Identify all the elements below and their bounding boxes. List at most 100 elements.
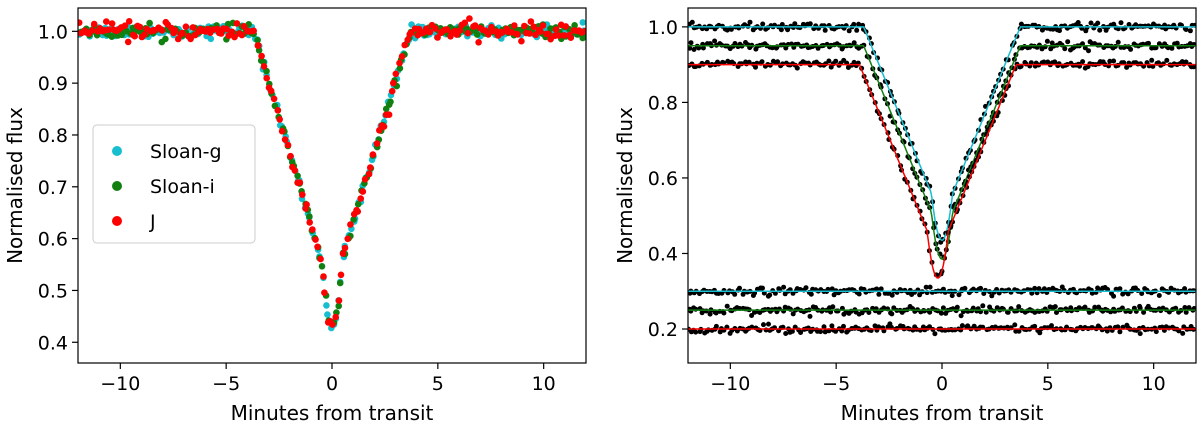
- data-point: [778, 27, 784, 33]
- x-tick-label: 5: [432, 373, 444, 395]
- data-point: [88, 27, 96, 34]
- data-point: [369, 151, 377, 158]
- data-point: [158, 27, 166, 34]
- data-point: [1186, 305, 1192, 311]
- data-point: [521, 22, 528, 30]
- x-tick-label: 0: [936, 373, 948, 395]
- data-point: [189, 24, 197, 31]
- sloan-g-residuals: [688, 284, 1196, 299]
- data-point: [464, 29, 472, 37]
- data-point: [781, 284, 787, 290]
- right-ticks: −10 −5 0 5 10 0.2 0.4 0.6 0.8 1.0: [648, 17, 1166, 395]
- data-point: [980, 303, 986, 309]
- series-j: [78, 15, 586, 328]
- data-point: [803, 285, 809, 291]
- data-point: [775, 59, 781, 65]
- data-point: [365, 170, 373, 178]
- data-point: [876, 291, 882, 297]
- x-tick-label: 10: [532, 373, 556, 395]
- data-point: [238, 31, 246, 39]
- data-point: [532, 31, 539, 39]
- data-point: [728, 26, 734, 32]
- data-point: [274, 107, 282, 114]
- model-line: [688, 26, 1196, 242]
- sloan-i-light-curve: [688, 38, 1196, 261]
- data-point: [387, 98, 394, 106]
- x-tick-label: 0: [326, 373, 338, 395]
- data-point: [747, 19, 753, 25]
- data-point: [1014, 308, 1020, 314]
- data-point: [721, 310, 727, 316]
- data-point: [579, 19, 586, 26]
- data-point: [792, 21, 798, 27]
- data-point: [296, 179, 304, 186]
- data-point: [581, 27, 586, 35]
- data-point: [927, 309, 933, 315]
- data-point: [367, 164, 374, 171]
- data-point: [1146, 40, 1151, 46]
- right-y-axis-label: Normalised flux: [613, 107, 637, 264]
- data-point: [1141, 309, 1147, 315]
- data-point: [392, 70, 400, 78]
- data-point: [932, 331, 938, 337]
- data-point: [1183, 27, 1189, 32]
- data-point: [962, 285, 968, 291]
- data-point: [1183, 309, 1189, 315]
- data-point: [749, 313, 755, 318]
- data-point: [794, 65, 800, 71]
- data-point: [1115, 39, 1121, 45]
- left-y-axis-label: Normalised flux: [3, 107, 27, 264]
- data-point: [518, 37, 525, 45]
- data-point: [700, 45, 706, 51]
- legend-marker-sloan-i: [112, 181, 122, 191]
- data-point: [390, 79, 397, 87]
- data-point: [281, 136, 289, 143]
- data-point: [1041, 59, 1047, 65]
- data-point: [1082, 304, 1088, 310]
- data-point: [396, 65, 404, 72]
- data-point: [321, 289, 328, 297]
- data-point: [404, 36, 412, 44]
- data-point: [555, 32, 563, 39]
- data-point: [187, 35, 194, 43]
- data-point: [1128, 46, 1134, 52]
- data-point: [1049, 323, 1054, 329]
- data-point: [255, 42, 262, 49]
- data-point: [689, 19, 695, 25]
- data-point: [1012, 322, 1018, 328]
- data-point: [1088, 20, 1094, 26]
- data-point: [299, 191, 306, 198]
- x-tick-label: 5: [1042, 373, 1054, 395]
- data-point: [693, 306, 699, 312]
- data-point: [1016, 304, 1022, 310]
- y-tick-label: 0.6: [648, 168, 678, 190]
- data-point: [544, 30, 552, 38]
- data-point: [798, 330, 804, 335]
- data-point: [514, 31, 521, 38]
- data-point: [777, 287, 783, 293]
- x-tick-label: 10: [1142, 373, 1166, 395]
- data-point: [320, 273, 327, 280]
- data-point: [889, 292, 895, 298]
- data-point: [746, 59, 752, 65]
- data-point: [361, 176, 369, 183]
- y-tick-label: 0.6: [38, 229, 68, 251]
- data-point: [789, 328, 795, 334]
- data-point: [1086, 48, 1091, 54]
- y-tick-label: 0.8: [648, 92, 678, 114]
- data-point: [1187, 28, 1193, 34]
- data-point: [767, 292, 773, 298]
- data-point: [373, 140, 381, 147]
- y-tick-label: 0.4: [38, 332, 68, 354]
- data-point: [233, 20, 241, 27]
- data-point: [1076, 305, 1082, 311]
- data-point: [833, 58, 839, 64]
- data-point: [329, 321, 336, 328]
- legend-box: [92, 124, 256, 244]
- data-point: [1111, 293, 1117, 299]
- legend-marker-j: [112, 216, 122, 226]
- data-point: [760, 21, 766, 27]
- data-point: [324, 311, 331, 318]
- data-point: [1169, 45, 1175, 51]
- data-point: [473, 31, 481, 38]
